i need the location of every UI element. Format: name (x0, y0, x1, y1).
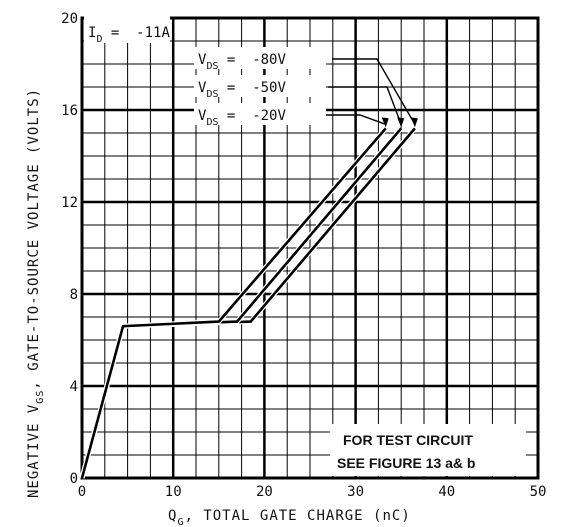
x-tick-label: 0 (78, 484, 86, 500)
x-tick-label: 50 (530, 484, 547, 500)
condition-label-box (84, 15, 170, 43)
legend-entry-value: = -20V (218, 108, 286, 124)
legend-entry: VDS = -50V (198, 80, 286, 100)
legend-entry-value: = -50V (218, 80, 286, 96)
legend-entry: VDS = -80V (198, 52, 286, 72)
legend-leader-line (328, 86, 402, 125)
legend-entry-prefix: V (198, 108, 207, 124)
legend-entry-prefix: V (198, 80, 207, 96)
x-tick-label: 10 (165, 484, 182, 500)
y-tick-label: 12 (61, 195, 78, 211)
legend-entry: VDS = -20V (198, 108, 286, 128)
x-tick-label: 20 (256, 484, 273, 500)
chart-series (79, 126, 417, 479)
legend-leader-arrowhead (397, 117, 405, 128)
legend-label-box (194, 47, 326, 69)
legend-entry-value: = -80V (218, 52, 286, 68)
legend-entry-subscript: DS (206, 89, 218, 100)
legend-leader-line (326, 114, 386, 126)
y-tick-label: 4 (70, 379, 78, 395)
x-tick-label: 40 (438, 484, 455, 500)
legend-leader-arrowhead (381, 117, 389, 128)
x-axis-label-subscript: G (177, 517, 184, 527)
y-axis-label-subscript: GS (35, 390, 46, 404)
legend-label-box (194, 103, 326, 125)
test-circuit-note-box (330, 424, 526, 476)
y-tick-label: 0 (70, 471, 78, 487)
x-tick-label: 30 (347, 484, 364, 500)
legend-entry-subscript: DS (206, 117, 218, 128)
x-axis-label: QG, TOTAL GATE CHARGE (nC) (168, 508, 411, 527)
legend-entry-prefix: V (198, 52, 207, 68)
legend-leader-lines (326, 58, 418, 128)
condition-value: = -11A (102, 25, 170, 41)
legend-label-box (194, 75, 326, 97)
y-tick-label: 16 (61, 103, 78, 119)
condition-label: ID = -11A (88, 25, 170, 45)
y-axis-label: NEGATIVE VGS, GATE-TO-SOURCE VOLTAGE (VO… (26, 88, 46, 498)
y-axis-label-main: NEGATIVE V (26, 404, 42, 498)
tick-labels: 0 10 20 30 40 50 0 4 8 12 16 20 (61, 11, 546, 500)
legend-leader-line (332, 58, 416, 125)
y-axis-label-rest: , GATE-TO-SOURCE VOLTAGE (VOLTS) (26, 88, 42, 390)
plot-frame (80, 16, 540, 480)
test-circuit-note-line2: SEE FIGURE 13 a& b (337, 455, 475, 471)
legend-entry-subscript: DS (206, 61, 218, 72)
test-circuit-note-line1: FOR TEST CIRCUIT (343, 432, 473, 448)
x-axis-label-rest: , TOTAL GATE CHARGE (nC) (184, 508, 410, 524)
condition-subscript: D (96, 34, 102, 45)
x-axis-label-main: Q (168, 508, 177, 524)
condition-prefix: I (88, 25, 96, 41)
series-line (80, 127, 387, 479)
y-tick-label: 8 (70, 287, 78, 303)
y-tick-label: 20 (61, 11, 78, 27)
legend-leader-arrowhead (410, 117, 418, 128)
